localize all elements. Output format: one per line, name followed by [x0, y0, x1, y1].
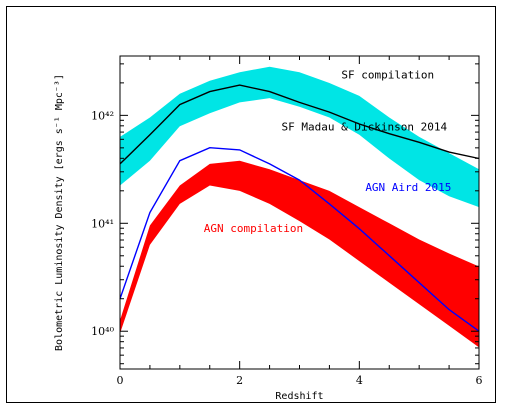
- lines-layer: [119, 84, 480, 332]
- x-tick-label: 4: [356, 374, 363, 387]
- x-tick-label: 0: [117, 374, 124, 387]
- annotation-label: SF Madau & Dickinson 2014: [282, 120, 448, 133]
- sf-compilation-band: [120, 66, 479, 208]
- agn-compilation-band: [120, 160, 479, 348]
- ticks-layer: 0 2 4 6 10⁴⁰ 10⁴¹ 10⁴²: [91, 56, 483, 387]
- y-tick-label: 10⁴²: [91, 109, 114, 122]
- annotation-label: AGN compilation: [204, 222, 303, 235]
- sf-madau-dickinson-2014-line: [119, 84, 480, 165]
- y-tick-label: 10⁴⁰: [91, 325, 114, 338]
- y-axis-title: Bolometric Luminosity Density [ergs s⁻¹ …: [54, 74, 65, 351]
- annotation-label: SF compilation: [341, 69, 434, 82]
- x-axis-title: Redshift: [275, 391, 323, 402]
- y-tick-label: 10⁴¹: [91, 217, 114, 230]
- x-tick-label: 2: [236, 374, 243, 387]
- annotations-layer: SF compilation SF Madau & Dickinson 2014 A…: [204, 69, 452, 235]
- agn-aird-2015-line: [119, 146, 480, 332]
- annotation-label: AGN Aird 2015: [365, 181, 451, 194]
- x-tick-label: 6: [476, 374, 483, 387]
- bands-layer: [120, 66, 479, 348]
